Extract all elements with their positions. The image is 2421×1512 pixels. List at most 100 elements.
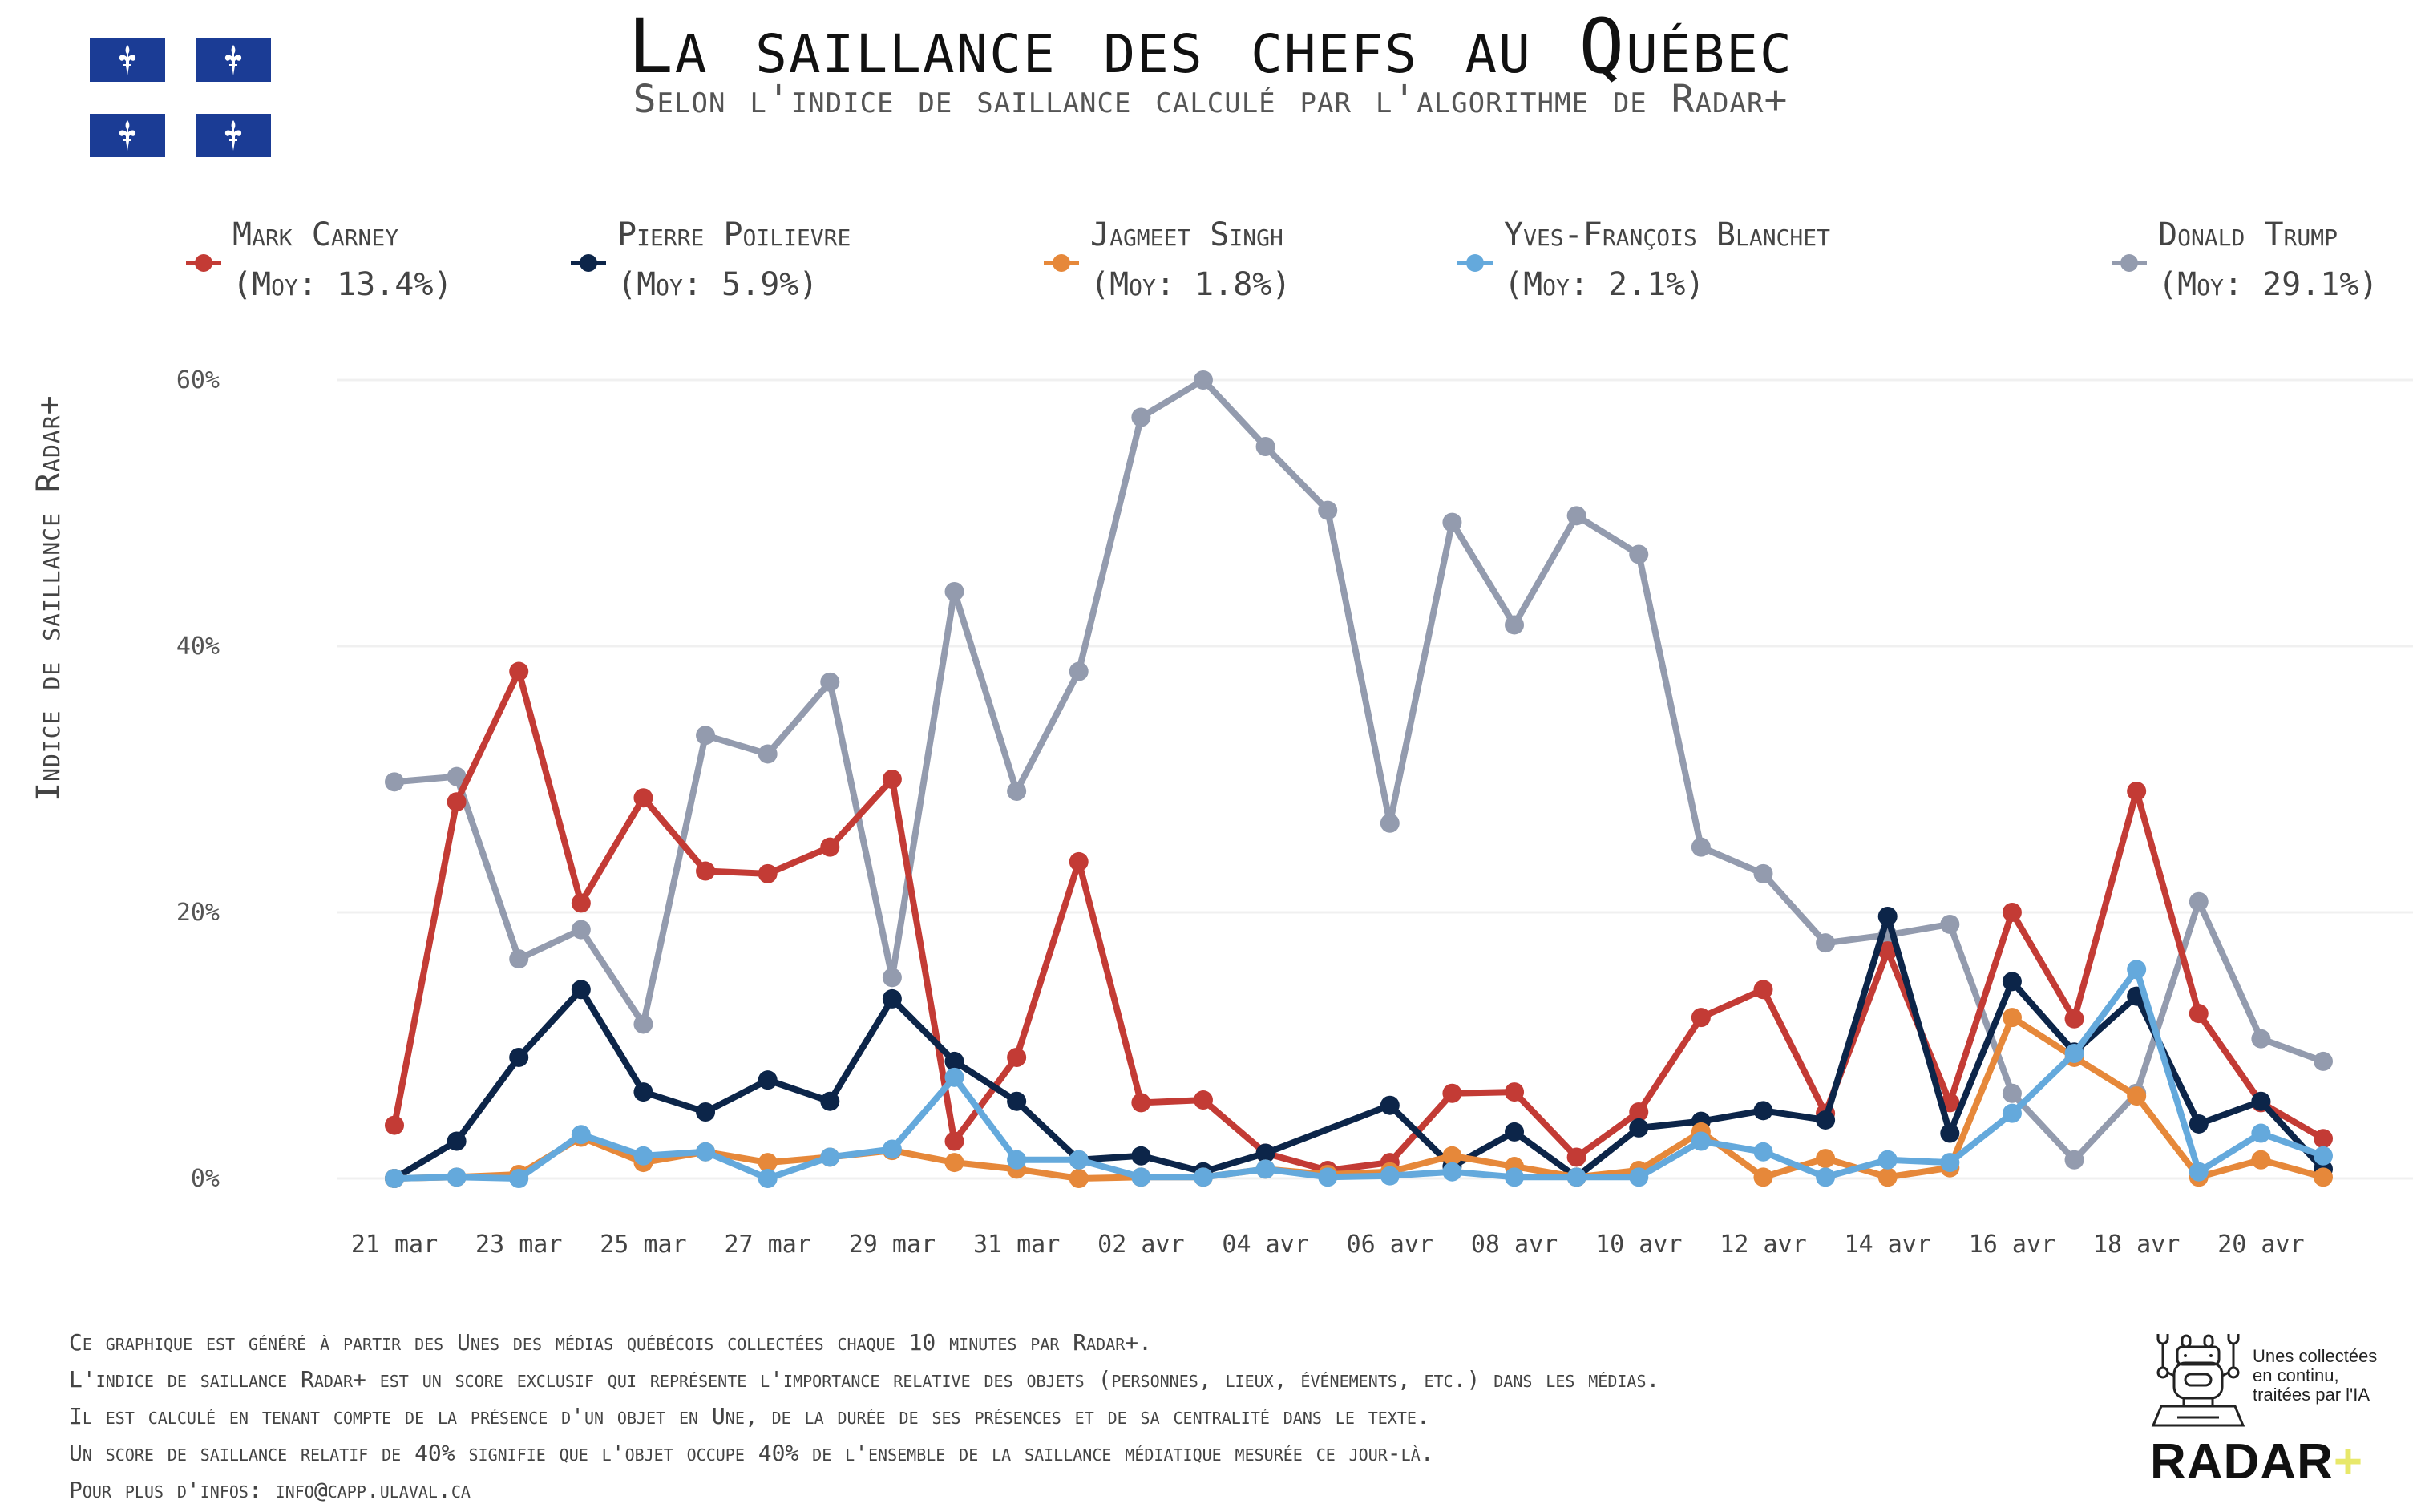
data-point [447,1167,467,1187]
series-line [394,966,2325,1182]
data-point [1816,1149,1836,1169]
series-group [385,370,2333,1188]
data-point [1566,506,1586,526]
data-point [2127,1086,2147,1106]
legend-average: (Moy: 1.8%) [1090,266,1291,303]
quebec-flags [90,38,274,167]
data-point [633,1014,653,1034]
data-point [1193,370,1213,390]
data-point [385,1169,404,1188]
data-point [1629,1167,1649,1187]
legend-key-icon [1044,251,1079,275]
x-tick-label: 12 avr [1720,1231,1806,1259]
legend-item-blanchet[interactable]: Yves-François Blanchet (Moy: 2.1%) [1457,210,1830,309]
data-point [758,1153,778,1173]
data-point [1069,851,1089,871]
data-point [882,968,902,988]
data-point [944,1131,964,1151]
logo-tagline: Unes collectées en continu, traitées par… [2253,1346,2378,1405]
quebec-flag-icon [90,114,165,157]
logo-plus: + [2333,1434,2364,1490]
quebec-flag-icon [196,38,271,82]
data-point [2127,781,2147,801]
data-point [509,1047,529,1067]
data-point [1566,1147,1586,1167]
data-point [1131,1146,1151,1166]
data-point [1566,1167,1586,1187]
data-point [2314,1129,2333,1149]
data-point [2251,1123,2271,1143]
data-point [1131,1167,1151,1187]
data-point [633,1082,653,1102]
data-point [571,893,591,913]
data-point [1255,1143,1275,1163]
data-point [1691,837,1711,857]
data-point [1877,1150,1898,1170]
data-point [2064,1150,2084,1170]
data-point [1753,1142,1773,1162]
series-yves-fran-ois-blanchet [385,960,2333,1188]
data-point [1691,1131,1711,1151]
legend-average: (Moy: 5.9%) [617,266,818,303]
data-point [2314,1146,2333,1166]
data-point [1131,1093,1151,1113]
legend-key-icon [2112,251,2147,275]
footer-line: Il est calculé en tenant compte de la pr… [69,1403,1430,1429]
data-point [1753,863,1773,883]
data-point [1629,1118,1649,1138]
data-point [882,770,902,789]
data-point [1007,781,1027,801]
data-point [2314,1051,2333,1071]
data-point [385,772,404,792]
gridlines [337,378,2413,1180]
data-point [447,1131,467,1151]
legend-item-carney[interactable]: Mark Carney (Moy: 13.4%) [186,210,453,309]
x-tick-label: 20 avr [2217,1231,2304,1259]
data-point [2064,1009,2084,1029]
data-point [2127,960,2147,980]
quebec-flag-icon [90,38,165,82]
data-point [1940,1123,1960,1143]
data-point [882,1139,902,1159]
data-point [633,788,653,808]
data-point [571,980,591,1000]
data-point [1193,1090,1213,1110]
data-point [1255,437,1275,456]
data-point [758,1169,778,1188]
data-point [1069,661,1089,681]
data-point [1442,512,1462,532]
data-point [820,1147,840,1167]
legend-key-icon [186,251,221,275]
data-point [2002,903,2022,922]
x-tick-label: 02 avr [1097,1231,1184,1259]
data-point [2251,1091,2271,1111]
data-point [1753,1101,1773,1121]
legend-item-singh[interactable]: Jagmeet Singh (Moy: 1.8%) [1044,210,1291,309]
data-point [1505,1122,1525,1142]
legend-item-poilievre[interactable]: Pierre Poilievre (Moy: 5.9%) [571,210,851,309]
footer-notes: Ce graphique est généré à partir des Une… [69,1324,1659,1509]
data-point [1007,1047,1027,1067]
data-point [944,1067,964,1087]
logo-wordmark: RADAR+ [2150,1433,2363,1490]
series-donald-trump [385,370,2333,1170]
x-tick-label: 16 avr [1969,1231,2055,1259]
chart-subtitle: Selon l'indice de saillance calculé par … [633,77,1788,122]
data-point [1629,1102,1649,1122]
data-point [758,863,778,883]
data-point [1877,1167,1898,1187]
x-tick-label: 23 mar [475,1231,562,1259]
data-point [696,726,716,746]
data-point [1816,933,1836,953]
chart-legend: Mark Carney (Moy: 13.4%) Pierre Poilievre… [0,210,2421,306]
data-point [1753,980,1773,1000]
footer-contact[interactable]: Pour plus d'infos: info@capp.ulaval.ca [69,1477,471,1503]
logo-wordmark-text: RADAR [2150,1434,2334,1490]
legend-average: (Moy: 2.1%) [1504,266,1705,303]
legend-key-icon [571,251,606,275]
data-point [1940,1153,1960,1173]
footer-line: Ce graphique est généré à partir des Une… [69,1329,1153,1356]
y-tick-label: 20% [176,899,220,927]
legend-item-trump[interactable]: Donald Trump (Moy: 29.1%) [2112,210,2379,309]
legend-label: Pierre Poilievre [617,216,851,253]
